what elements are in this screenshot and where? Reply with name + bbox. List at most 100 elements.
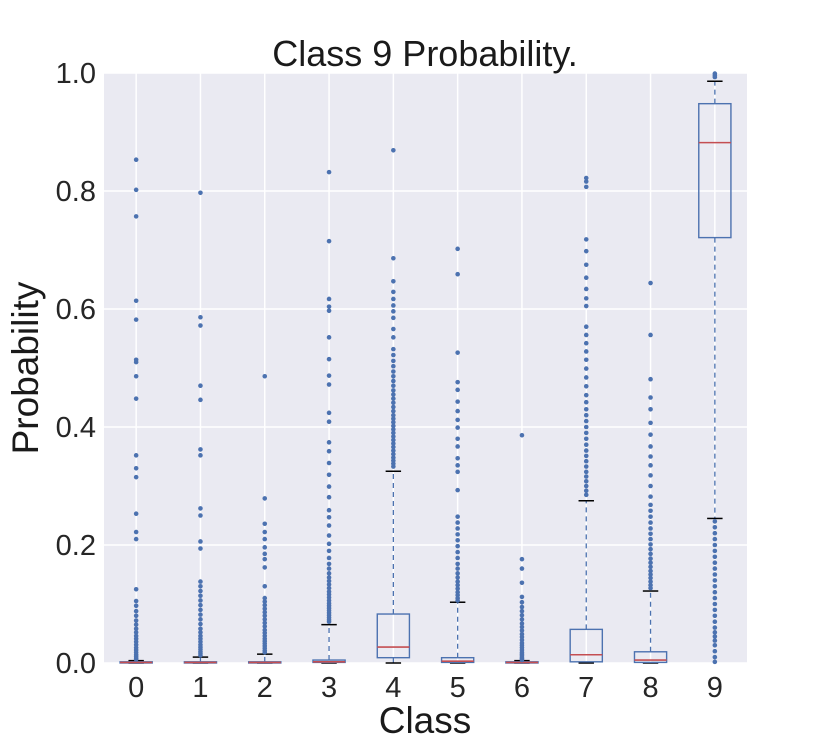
outlier-point: [262, 599, 268, 604]
outlier-point: [583, 458, 589, 464]
outlier-point: [712, 578, 718, 583]
outlier-point: [391, 383, 396, 389]
outlier-point: [712, 634, 718, 639]
outlier-point: [133, 586, 139, 592]
outlier-point: [648, 568, 653, 574]
outlier-point: [198, 630, 203, 635]
outlier-point: [198, 453, 203, 458]
outlier-point: [648, 483, 653, 489]
outlier-point: [326, 548, 332, 554]
outlier-point: [519, 604, 525, 610]
outlier-point: [712, 530, 718, 536]
outlier-point: [583, 474, 589, 479]
outlier-point: [648, 556, 653, 561]
outlier-point: [712, 659, 718, 665]
outlier-point: [519, 621, 525, 626]
outlier-point: [712, 607, 718, 613]
y-tick-label: 0.0: [56, 648, 96, 680]
outlier-point: [391, 412, 396, 418]
box-iqr: [569, 628, 604, 663]
outlier-point: [326, 304, 332, 309]
outlier-point: [583, 237, 589, 242]
outlier-point: [262, 602, 268, 608]
outlier-point: [583, 349, 589, 354]
box-group-class-1: [183, 190, 218, 664]
outlier-point: [391, 388, 396, 393]
outlier-point: [583, 488, 589, 494]
outlier-point: [198, 323, 203, 328]
outlier-point: [455, 598, 460, 603]
outlier-point: [391, 396, 396, 401]
outlier-point: [455, 399, 460, 404]
y-tick-label: 0.4: [56, 412, 96, 444]
outlier-point: [262, 496, 268, 501]
x-tick-label: 2: [257, 672, 273, 704]
outlier-point: [326, 448, 332, 454]
outlier-point: [326, 296, 332, 302]
outlier-point: [583, 483, 589, 489]
outlier-point: [712, 584, 718, 589]
outlier-point: [198, 602, 203, 608]
outlier-point: [262, 650, 268, 655]
outlier-point: [326, 619, 332, 624]
outlier-point: [262, 606, 268, 612]
outlier-point: [455, 417, 460, 423]
outlier-point: [133, 359, 139, 365]
outlier-point: [198, 546, 203, 551]
outlier-point: [583, 179, 589, 184]
outlier-point: [455, 463, 460, 468]
outlier-point: [198, 383, 203, 389]
outlier-point: [583, 478, 589, 484]
outlier-point: [391, 448, 396, 453]
outlier-point: [455, 555, 460, 561]
outlier-point: [262, 584, 268, 589]
outlier-point: [648, 508, 653, 514]
outlier-point: [391, 434, 396, 439]
outlier-point: [262, 617, 268, 622]
outlier-point: [455, 543, 460, 549]
outlier-point: [712, 566, 718, 571]
outlier-point: [326, 169, 332, 175]
outlier-point: [326, 585, 332, 591]
x-tick-label: 5: [450, 672, 466, 704]
outlier-point: [326, 460, 332, 466]
outlier-point: [391, 416, 396, 422]
outlier-point: [391, 147, 396, 153]
outlier-point: [455, 520, 460, 525]
outlier-point: [198, 593, 203, 599]
outlier-point: [262, 545, 268, 550]
outlier-point: [583, 407, 589, 412]
outlier-point: [326, 335, 332, 340]
outlier-point: [583, 175, 589, 181]
outlier-point: [326, 308, 332, 314]
outlier-point: [326, 578, 332, 584]
outlier-point: [326, 472, 332, 478]
outlier-point: [326, 561, 332, 567]
outlier-point: [391, 363, 396, 369]
x-tick-label: 7: [578, 672, 594, 704]
outlier-point: [583, 424, 589, 430]
outlier-point: [712, 548, 718, 554]
outlier-point: [648, 546, 653, 552]
outlier-point: [455, 387, 460, 393]
box-iqr: [698, 102, 732, 239]
outlier-point: [583, 430, 589, 436]
outlier-point: [198, 190, 203, 196]
outlier-point: [583, 275, 589, 281]
outlier-point: [198, 617, 203, 622]
outlier-point: [133, 317, 139, 322]
outlier-point: [712, 643, 718, 648]
outlier-point: [133, 298, 139, 304]
box-iqr: [376, 613, 411, 659]
outlier-point: [519, 617, 525, 622]
box-group-class-0: [119, 157, 153, 664]
outlier-point: [455, 271, 460, 277]
outlier-point: [519, 624, 525, 630]
outlier-point: [712, 74, 718, 80]
box-group-class-3: [312, 169, 346, 664]
outlier-point: [583, 399, 589, 405]
outlier-point: [583, 436, 589, 442]
outlier-point: [455, 532, 460, 537]
outlier-point: [712, 589, 718, 595]
